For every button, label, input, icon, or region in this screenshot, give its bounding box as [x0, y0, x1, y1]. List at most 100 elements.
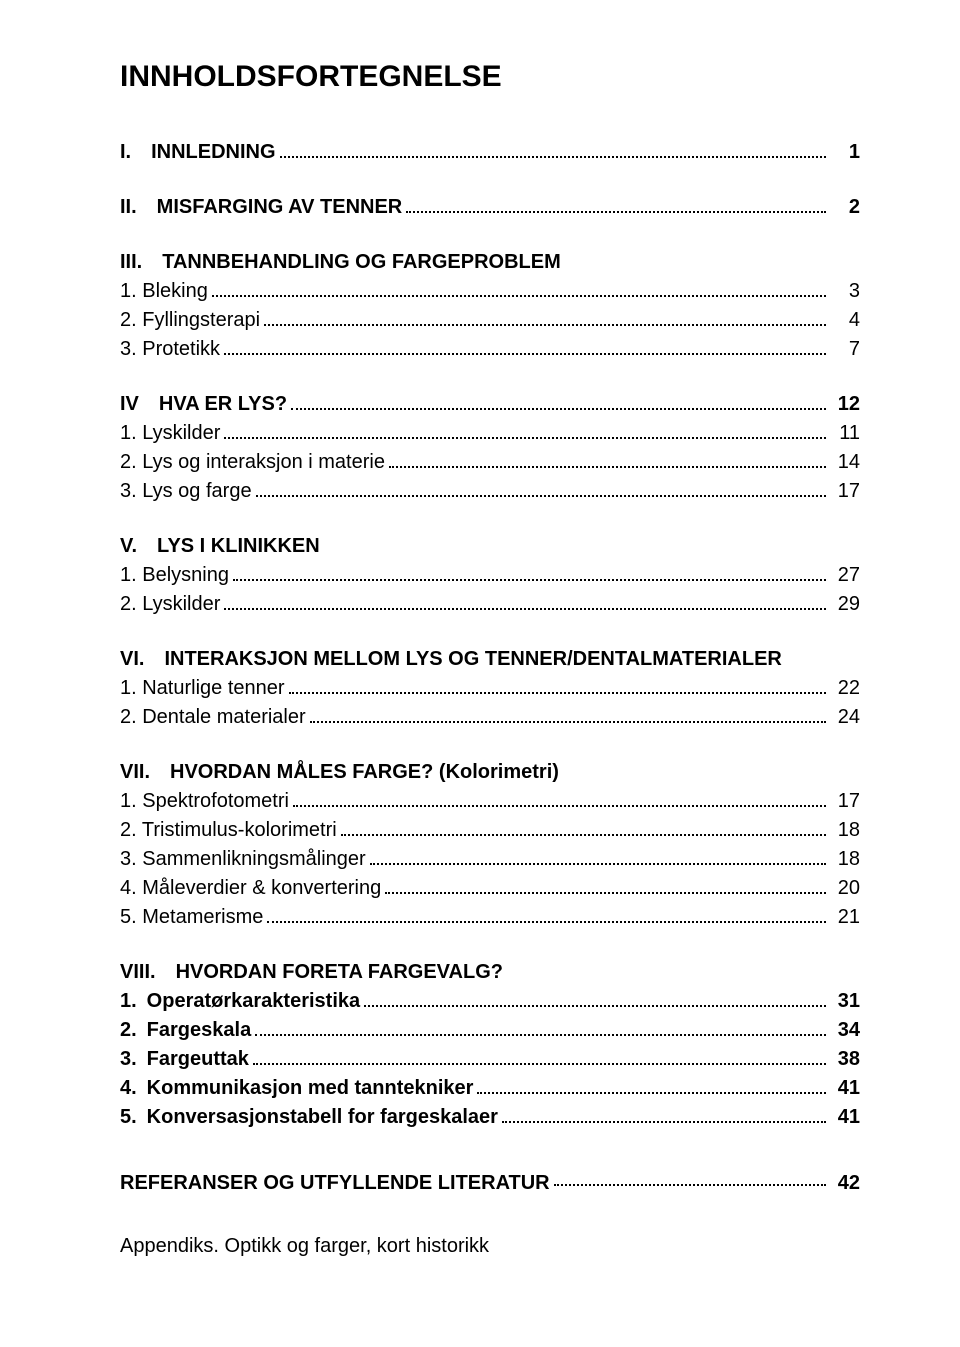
leader-dots — [554, 1184, 826, 1186]
leader-dots — [224, 353, 826, 355]
references-page: 42 — [830, 1172, 860, 1195]
toc-page: 27 — [830, 561, 860, 590]
toc-page: 20 — [830, 874, 860, 903]
leader-dots — [291, 408, 826, 410]
toc-label: 2. Lys og interaksjon i materie — [120, 448, 385, 477]
toc-row: 2. Lys og interaksjon i materie 14 — [120, 448, 860, 477]
toc-row: 2. Dentale materialer24 — [120, 703, 860, 732]
page-title: INNHOLDSFORTEGNELSE — [120, 60, 860, 94]
toc-section: III. TANNBEHANDLING OG FARGEPROBLEM1. Bl… — [120, 248, 860, 364]
toc-row: VI. INTERAKSJON MELLOM LYS OG TENNER/DEN… — [120, 645, 860, 674]
toc-row: 1. Bleking3 — [120, 277, 860, 306]
toc-label: 1. Spektrofotometri — [120, 787, 289, 816]
toc-page: 2 — [830, 193, 860, 222]
toc-row: 2. Fargeskala 34 — [120, 1016, 860, 1045]
toc-row: 1. Belysning27 — [120, 561, 860, 590]
toc-label: 2. Lyskilder — [120, 590, 220, 619]
toc-row: 1. Operatørkarakteristika 31 — [120, 987, 860, 1016]
toc-page: 12 — [830, 390, 860, 419]
toc-section: VI. INTERAKSJON MELLOM LYS OG TENNER/DEN… — [120, 645, 860, 732]
toc-page: 4 — [830, 306, 860, 335]
toc-label: 1. Naturlige tenner — [120, 674, 285, 703]
toc-label: VI. INTERAKSJON MELLOM LYS OG TENNER/DEN… — [120, 645, 782, 674]
toc-row: III. TANNBEHANDLING OG FARGEPROBLEM — [120, 248, 860, 277]
toc-label: 5. Metamerisme — [120, 903, 263, 932]
leader-dots — [293, 805, 826, 807]
toc-row: 4. Måleverdier & konvertering 20 — [120, 874, 860, 903]
toc-section: IV HVA ER LYS?121. Lyskilder112. Lys og … — [120, 390, 860, 506]
leader-dots — [253, 1063, 826, 1065]
toc-page: 41 — [830, 1103, 860, 1132]
appendix-line: Appendiks. Optikk og farger, kort histor… — [120, 1235, 860, 1258]
toc-section: I. INNLEDNING1 — [120, 138, 860, 167]
toc-label: 1. Operatørkarakteristika — [120, 987, 360, 1016]
leader-dots — [256, 495, 826, 497]
toc-page: 7 — [830, 335, 860, 364]
toc-label: 3. Protetikk — [120, 335, 220, 364]
leader-dots — [267, 921, 826, 923]
leader-dots — [565, 267, 826, 268]
references-label: REFERANSER OG UTFYLLENDE LITERATUR — [120, 1172, 550, 1195]
toc-page: 1 — [830, 138, 860, 167]
toc-label: III. TANNBEHANDLING OG FARGEPROBLEM — [120, 248, 561, 277]
toc-label: 4. Kommunikasjon med tanntekniker — [120, 1074, 473, 1103]
toc-row: 4. Kommunikasjon med tanntekniker 41 — [120, 1074, 860, 1103]
toc-page: 17 — [830, 477, 860, 506]
toc-row: 3. Lys og farge 17 — [120, 477, 860, 506]
toc-label: 2. Fargeskala — [120, 1016, 251, 1045]
leader-dots — [264, 324, 826, 326]
leader-dots — [310, 721, 826, 723]
toc-row: VIII. HVORDAN FORETA FARGEVALG? — [120, 958, 860, 987]
toc-label: 3. Lys og farge — [120, 477, 252, 506]
leader-dots — [224, 437, 826, 439]
toc-label: 3. Fargeuttak — [120, 1045, 249, 1074]
toc-row: II. MISFARGING AV TENNER 2 — [120, 193, 860, 222]
toc-page: 18 — [830, 816, 860, 845]
toc-page: 3 — [830, 277, 860, 306]
leader-dots — [370, 863, 826, 865]
leader-dots — [385, 892, 826, 894]
toc-page: 34 — [830, 1016, 860, 1045]
toc-label: 3. Sammenlikningsmålinger — [120, 845, 366, 874]
leader-dots — [563, 777, 826, 778]
toc-section: VIII. HVORDAN FORETA FARGEVALG?1. Operat… — [120, 958, 860, 1132]
toc-page: 24 — [830, 703, 860, 732]
toc-page: 18 — [830, 845, 860, 874]
toc-row: I. INNLEDNING1 — [120, 138, 860, 167]
leader-dots — [477, 1092, 826, 1094]
toc-page: 21 — [830, 903, 860, 932]
toc-page: 41 — [830, 1074, 860, 1103]
leader-dots — [212, 295, 826, 297]
toc-row: 5. Metamerisme 21 — [120, 903, 860, 932]
toc-label: V. LYS I KLINIKKEN — [120, 532, 320, 561]
leader-dots — [364, 1005, 826, 1007]
toc-label: 2. Tristimulus-kolorimetri — [120, 816, 337, 845]
toc-row: VII. HVORDAN MÅLES FARGE? (Kolorimetri) — [120, 758, 860, 787]
toc-row: V. LYS I KLINIKKEN — [120, 532, 860, 561]
toc-label: II. MISFARGING AV TENNER — [120, 193, 402, 222]
toc-row: 2. Tristimulus-kolorimetri 18 — [120, 816, 860, 845]
leader-dots — [507, 977, 826, 978]
toc-page: 22 — [830, 674, 860, 703]
toc-row: 2. Lyskilder 29 — [120, 590, 860, 619]
toc-page: 31 — [830, 987, 860, 1016]
toc-label: 4. Måleverdier & konvertering — [120, 874, 381, 903]
toc-page: 29 — [830, 590, 860, 619]
toc-section: V. LYS I KLINIKKEN1. Belysning272. Lyski… — [120, 532, 860, 619]
toc-page: 14 — [830, 448, 860, 477]
references-row: REFERANSER OG UTFYLLENDE LITERATUR 42 — [120, 1172, 860, 1195]
toc-page: 38 — [830, 1045, 860, 1074]
leader-dots — [389, 466, 826, 468]
toc-section: VII. HVORDAN MÅLES FARGE? (Kolorimetri)1… — [120, 758, 860, 932]
toc-row: 1. Naturlige tenner 22 — [120, 674, 860, 703]
leader-dots — [280, 156, 826, 158]
toc-row: 2. Fyllingsterapi 4 — [120, 306, 860, 335]
toc-label: 5. Konversasjonstabell for fargeskalaer — [120, 1103, 498, 1132]
toc-label: 2. Fyllingsterapi — [120, 306, 260, 335]
toc-page: 17 — [830, 787, 860, 816]
toc-label: 1. Lyskilder — [120, 419, 220, 448]
toc-row: 5. Konversasjonstabell for fargeskalaer 4… — [120, 1103, 860, 1132]
leader-dots — [786, 664, 826, 665]
leader-dots — [233, 579, 826, 581]
toc-row: 3. Fargeuttak 38 — [120, 1045, 860, 1074]
